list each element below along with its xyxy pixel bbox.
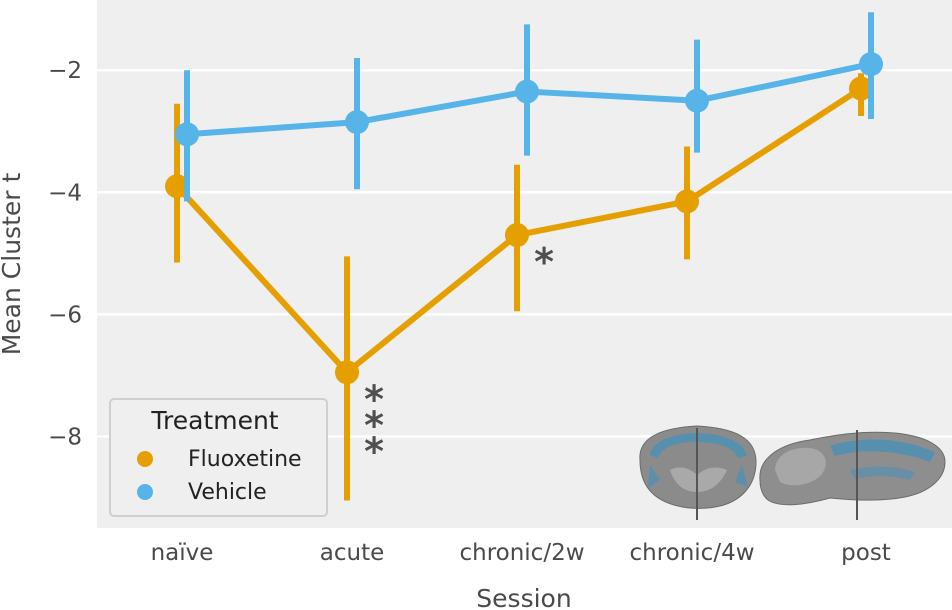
legend-title: Treatment [150, 406, 278, 435]
legend-label-vehicle: Vehicle [188, 480, 267, 505]
legend: Treatment Fluoxetine Vehicle [109, 398, 328, 517]
legend-label-fluoxetine: Fluoxetine [188, 447, 302, 472]
point-vehicle-chronic-4w [685, 88, 709, 113]
x-tick-label-post: post [841, 540, 891, 566]
y-tick-labels: −2 −4 −6 −8 [48, 58, 82, 450]
x-tick-label-na-ve: naïve [151, 540, 214, 566]
point-vehicle-acute [345, 110, 369, 135]
y-tick-label-3: −8 [48, 424, 82, 450]
y-tick-label-0: −2 [48, 58, 82, 84]
y-tick-label-2: −6 [48, 302, 82, 328]
x-tick-labels: naïve acute chronic/2w chronic/4w post [151, 540, 891, 566]
series-fluoxetine [165, 73, 873, 501]
series-vehicle [175, 12, 883, 202]
significance-star-chronic-2w: * [534, 240, 554, 284]
point-fluoxetine-post [849, 76, 873, 101]
x-tick-label-chronic-4w: chronic/4w [629, 540, 754, 566]
legend-marker-vehicle [137, 484, 153, 500]
y-tick-label-1: −4 [48, 180, 82, 206]
x-tick-label-acute: acute [320, 540, 385, 566]
point-vehicle-na-ve [175, 122, 199, 147]
annotations: **** [364, 240, 554, 473]
legend-marker-fluoxetine [137, 451, 153, 467]
legend-box [109, 398, 328, 517]
point-fluoxetine-chronic-4w [675, 189, 699, 214]
point-fluoxetine-acute [335, 360, 359, 385]
point-vehicle-post [859, 52, 883, 77]
point-fluoxetine-chronic-2w [505, 223, 529, 248]
series-layer [165, 12, 883, 501]
x-axis-label: Session [476, 584, 571, 610]
y-axis-label: Mean Cluster t [0, 173, 26, 356]
point-vehicle-chronic-2w [515, 79, 539, 104]
significance-star-acute-1: * [364, 403, 384, 447]
significance-star-acute-0: * [364, 377, 384, 421]
brain-slices-icon [639, 425, 946, 520]
point-fluoxetine-na-ve [165, 174, 189, 199]
significance-star-acute-2: * [364, 429, 384, 473]
x-tick-label-chronic-2w: chronic/2w [459, 540, 584, 566]
